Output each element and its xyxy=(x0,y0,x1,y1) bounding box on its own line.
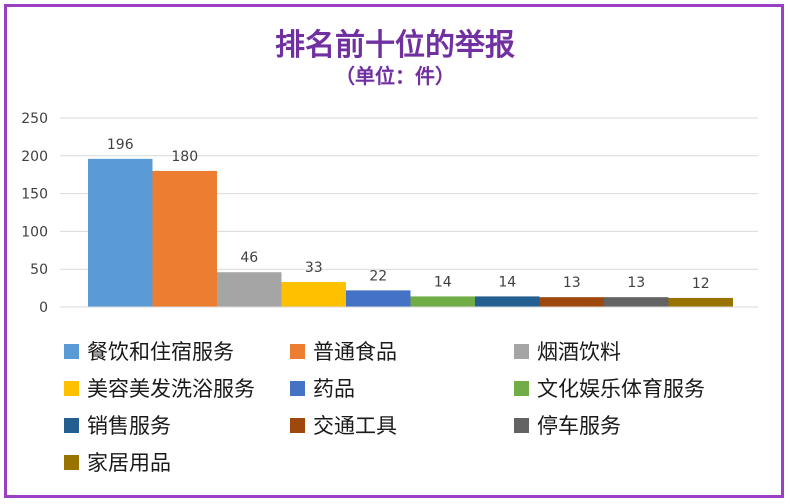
legend-item: 停车服务 xyxy=(514,410,621,440)
y-tick-label: 150 xyxy=(21,187,48,203)
bar xyxy=(410,296,475,307)
legend-item: 销售服务 xyxy=(64,410,171,440)
data-label: 13 xyxy=(627,275,645,291)
legend-label: 烟酒饮料 xyxy=(537,340,621,364)
bar xyxy=(539,297,604,307)
data-label: 196 xyxy=(107,137,134,153)
legend-swatch xyxy=(290,343,305,359)
y-tick-label: 250 xyxy=(21,111,48,127)
data-label: 14 xyxy=(434,274,452,290)
legend-item: 烟酒饮料 xyxy=(514,336,621,366)
legend-item: 普通食品 xyxy=(290,336,397,366)
bar xyxy=(217,272,282,307)
legend-item: 餐饮和住宿服务 xyxy=(64,336,234,366)
legend-item: 美容美发洗浴服务 xyxy=(64,373,255,403)
legend-label: 美容美发洗浴服务 xyxy=(87,377,255,401)
legend-swatch xyxy=(290,417,305,433)
bar xyxy=(604,297,669,307)
legend-swatch xyxy=(514,417,529,433)
legend-label: 家居用品 xyxy=(87,451,171,475)
legend-label: 普通食品 xyxy=(313,340,397,364)
legend-swatch xyxy=(64,343,79,359)
legend-swatch xyxy=(514,380,529,396)
legend-label: 文化娱乐体育服务 xyxy=(537,377,705,401)
legend-swatch xyxy=(514,343,529,359)
bar xyxy=(281,282,346,307)
legend-item: 交通工具 xyxy=(290,410,397,440)
legend-item: 文化娱乐体育服务 xyxy=(514,373,705,403)
y-tick-label: 100 xyxy=(21,224,48,240)
data-label: 46 xyxy=(240,250,258,266)
bar xyxy=(668,297,733,307)
data-label: 33 xyxy=(305,260,323,276)
legend-swatch xyxy=(64,417,79,433)
legend-swatch xyxy=(64,380,79,396)
bar xyxy=(88,158,153,307)
bar xyxy=(152,170,217,307)
data-label: 22 xyxy=(369,268,387,284)
legend-label: 停车服务 xyxy=(537,414,621,438)
data-label: 180 xyxy=(171,149,198,165)
legend-item: 家居用品 xyxy=(64,447,171,477)
bar xyxy=(346,290,411,307)
chart-title: 排名前十位的举报 xyxy=(275,28,515,63)
legend-label: 销售服务 xyxy=(87,414,171,438)
legend-item: 药品 xyxy=(290,373,355,403)
legend-label: 餐饮和住宿服务 xyxy=(87,340,234,364)
legend-label: 药品 xyxy=(313,377,355,401)
y-tick-label: 200 xyxy=(21,149,48,165)
legend-swatch xyxy=(64,454,79,470)
chart-subtitle: （单位：件） xyxy=(335,64,455,88)
data-label: 12 xyxy=(692,276,710,292)
y-tick-label: 0 xyxy=(39,300,48,316)
legend-swatch xyxy=(290,380,305,396)
y-tick-label: 50 xyxy=(30,262,48,278)
bar xyxy=(475,296,540,307)
data-label: 14 xyxy=(498,274,516,290)
data-label: 13 xyxy=(563,275,581,291)
legend-label: 交通工具 xyxy=(313,414,397,438)
